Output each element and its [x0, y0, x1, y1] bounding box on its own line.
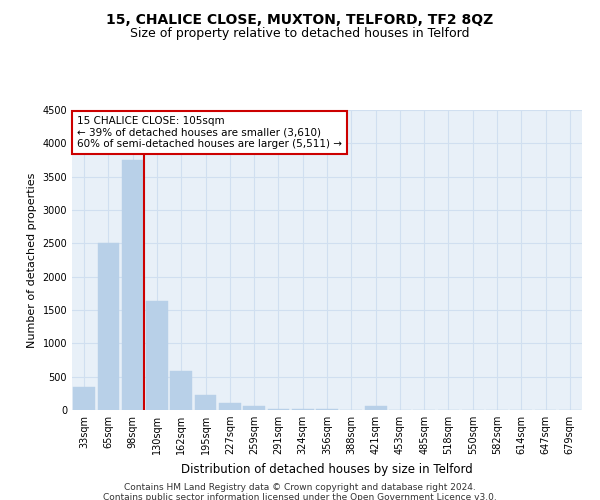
Y-axis label: Number of detached properties: Number of detached properties: [27, 172, 37, 348]
Bar: [243, 406, 265, 410]
Bar: [97, 244, 119, 410]
Text: 15, CHALICE CLOSE, MUXTON, TELFORD, TF2 8QZ: 15, CHALICE CLOSE, MUXTON, TELFORD, TF2 …: [106, 12, 494, 26]
Text: Size of property relative to detached houses in Telford: Size of property relative to detached ho…: [130, 28, 470, 40]
Text: 15 CHALICE CLOSE: 105sqm
← 39% of detached houses are smaller (3,610)
60% of sem: 15 CHALICE CLOSE: 105sqm ← 39% of detach…: [77, 116, 342, 149]
Text: Contains public sector information licensed under the Open Government Licence v3: Contains public sector information licen…: [103, 492, 497, 500]
Bar: [219, 404, 241, 410]
Bar: [170, 372, 192, 410]
Bar: [365, 406, 386, 410]
Bar: [73, 386, 95, 410]
X-axis label: Distribution of detached houses by size in Telford: Distribution of detached houses by size …: [181, 462, 473, 475]
Bar: [122, 160, 143, 410]
Bar: [146, 302, 168, 410]
Bar: [268, 409, 289, 410]
Bar: [194, 396, 217, 410]
Text: Contains HM Land Registry data © Crown copyright and database right 2024.: Contains HM Land Registry data © Crown c…: [124, 482, 476, 492]
